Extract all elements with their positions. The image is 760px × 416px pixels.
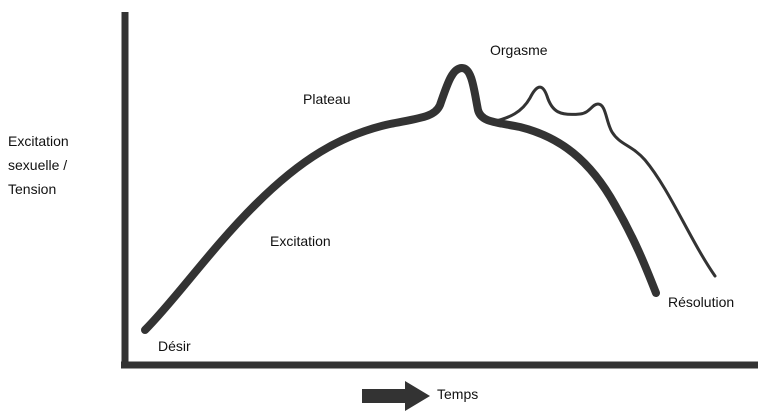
y-axis-label: Tension — [8, 181, 56, 197]
y-axis-label: Excitation — [8, 133, 69, 149]
time-arrow — [362, 381, 430, 411]
multi-orgasm-curve — [490, 85, 717, 278]
phase-label: Orgasme — [490, 42, 548, 58]
phase-label: Désir — [158, 338, 191, 354]
x-axis-label: Temps — [437, 386, 478, 402]
y-axis-label: sexuelle / — [8, 157, 67, 173]
main-curve — [141, 63, 660, 334]
phase-label: Excitation — [270, 233, 331, 249]
phase-label: Résolution — [668, 294, 734, 310]
phase-label: Plateau — [303, 91, 350, 107]
